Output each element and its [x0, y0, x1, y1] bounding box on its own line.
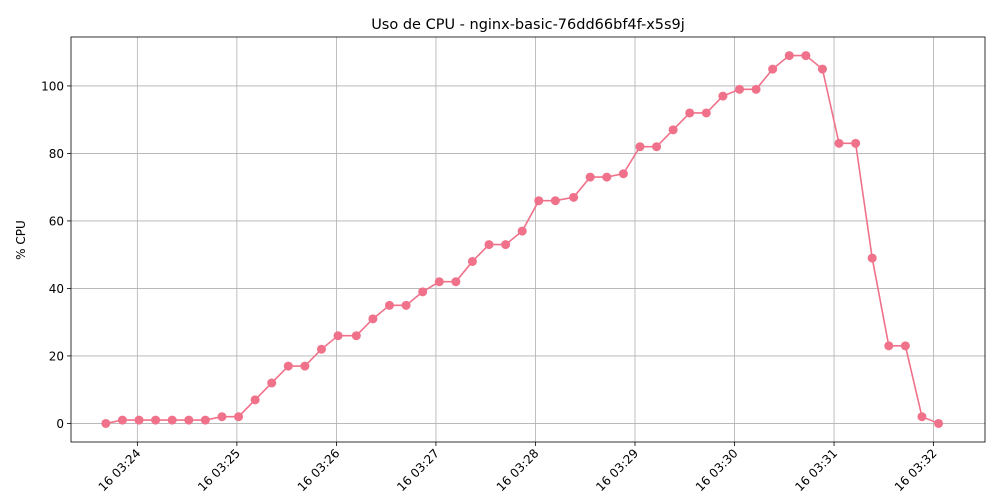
- data-point: [368, 314, 378, 324]
- data-point: [250, 395, 260, 405]
- plot-frame: [70, 36, 986, 443]
- data-point: [117, 415, 127, 425]
- data-point: [351, 331, 361, 341]
- data-point: [635, 142, 645, 152]
- data-point: [884, 341, 894, 351]
- data-point: [418, 287, 428, 297]
- y-tick-label: 60: [49, 214, 64, 228]
- data-point: [867, 253, 877, 263]
- data-point: [434, 277, 444, 287]
- data-point: [834, 138, 844, 148]
- data-point: [900, 341, 910, 351]
- data-point: [234, 412, 244, 422]
- data-point: [685, 108, 695, 118]
- data-point: [734, 84, 744, 94]
- data-point: [200, 415, 210, 425]
- data-point: [484, 240, 494, 250]
- y-tick-label: 80: [49, 147, 64, 161]
- data-point: [652, 142, 662, 152]
- data-point: [550, 196, 560, 206]
- data-point: [101, 418, 111, 428]
- data-point: [801, 51, 811, 61]
- y-axis-label: % CPU: [14, 220, 28, 260]
- data-point: [401, 300, 411, 310]
- data-point: [569, 192, 579, 202]
- chart-title: Uso de CPU - nginx-basic-76dd66bf4f-x5s9…: [371, 17, 685, 33]
- data-point: [333, 331, 343, 341]
- data-point: [451, 277, 461, 287]
- data-point: [618, 169, 628, 179]
- data-point: [701, 108, 711, 118]
- data-point: [267, 378, 277, 388]
- y-tick-label: 20: [49, 349, 64, 363]
- data-point: [316, 344, 326, 354]
- data-point: [718, 91, 728, 101]
- data-point: [151, 415, 161, 425]
- data-point: [167, 415, 177, 425]
- data-point: [602, 172, 612, 182]
- data-point: [517, 226, 527, 236]
- data-point: [184, 415, 194, 425]
- data-point: [934, 418, 944, 428]
- data-point: [501, 240, 511, 250]
- data-point: [134, 415, 144, 425]
- y-tick-label: 0: [56, 417, 64, 431]
- y-tick-label: 40: [49, 282, 64, 296]
- grid-lines: [71, 37, 985, 442]
- data-point: [817, 64, 827, 74]
- y-tick-label: 100: [41, 79, 64, 93]
- data-point: [585, 172, 595, 182]
- data-point: [217, 412, 227, 422]
- data-point: [283, 361, 293, 371]
- data-point: [300, 361, 310, 371]
- data-point: [784, 51, 794, 61]
- data-point: [751, 84, 761, 94]
- data-point: [851, 138, 861, 148]
- data-point: [467, 256, 477, 266]
- data-point: [384, 300, 394, 310]
- data-point: [668, 125, 678, 135]
- data-point: [917, 412, 927, 422]
- data-point: [534, 196, 544, 206]
- data-point: [768, 64, 778, 74]
- y-axis: 0 20 40 60 80 100: [41, 79, 71, 431]
- series-cpu: [101, 51, 944, 428]
